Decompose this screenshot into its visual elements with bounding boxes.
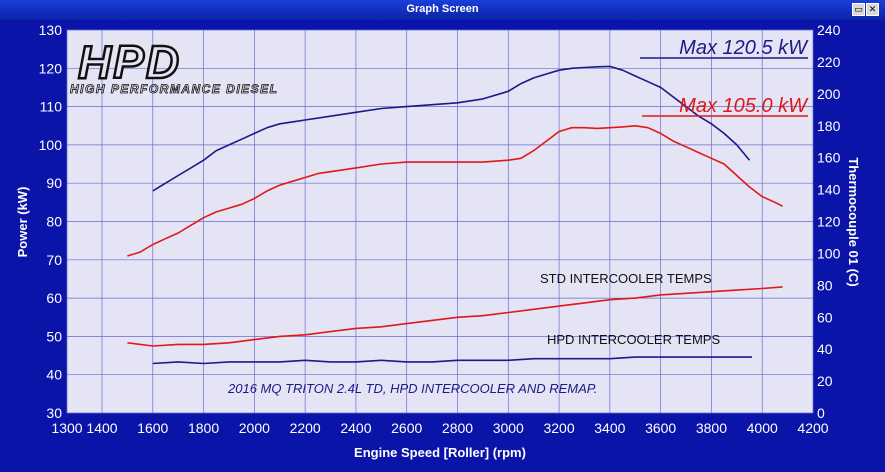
x-tick-label: 2600 <box>391 420 422 436</box>
x-axis-title: Engine Speed [Roller] (rpm) <box>354 445 526 460</box>
x-axis-ticks: 1300 1400 1600 1800 2000 2200 2400 2600 2800 3000… <box>51 420 828 436</box>
std-temps-label: STD INTERCOOLER TEMPS <box>540 271 712 286</box>
hpd-logo: HPD HIGH PERFORMANCE DIESEL <box>70 35 279 97</box>
x-tick-label: 2800 <box>442 420 473 436</box>
hpd-temps-label: HPD INTERCOOLER TEMPS <box>547 332 720 347</box>
y2-tick-label: 100 <box>817 245 841 261</box>
y-tick-label: 130 <box>39 22 63 38</box>
series-hpd-power <box>152 65 751 192</box>
x-tick-label: 2400 <box>340 420 371 436</box>
y-tick-label: 70 <box>46 252 62 268</box>
x-tick-label: 3000 <box>493 420 524 436</box>
x-tick-label: 4000 <box>747 420 778 436</box>
x-tick-label: 1400 <box>86 420 117 436</box>
series-lines <box>127 65 783 365</box>
x-tick-label: 1800 <box>188 420 219 436</box>
y2-tick-label: 180 <box>817 118 841 134</box>
x-tick-label: 3400 <box>594 420 625 436</box>
grid-lines <box>66 29 814 414</box>
graph-chart: 1300 1400 1600 1800 2000 2200 2400 2600 2800 3000… <box>15 22 861 460</box>
y2-tick-label: 200 <box>817 86 841 102</box>
y-tick-label: 110 <box>40 99 63 115</box>
series-std-power <box>127 125 783 257</box>
y2-tick-label: 60 <box>817 309 833 325</box>
x-tick-label: 4200 <box>797 420 828 436</box>
y-axis-title: Power (kW) <box>15 187 30 258</box>
y2-tick-label: 0 <box>817 405 825 421</box>
y2-tick-label: 220 <box>817 54 841 70</box>
y-tick-label: 60 <box>46 290 62 306</box>
y-axis-ticks: 30 40 50 60 70 80 90 100 110 120 130 <box>39 22 63 421</box>
restore-icon[interactable]: ▭ <box>852 3 865 16</box>
series-hpd-temps <box>152 356 753 365</box>
y2-axis-ticks: 0 20 40 60 80 100 120 140 160 180 200 220 240 <box>817 22 841 421</box>
close-icon[interactable]: ✕ <box>866 3 879 16</box>
y2-tick-label: 160 <box>817 150 841 166</box>
chart-caption: 2016 MQ TRITON 2.4L TD, HPD INTERCOOLER … <box>227 381 597 396</box>
title-bar: Graph Screen ▭ ✕ <box>0 0 885 20</box>
x-tick-label: 1600 <box>137 420 168 436</box>
logo-tagline: HIGH PERFORMANCE DIESEL <box>70 82 279 96</box>
x-tick-label: 3600 <box>645 420 676 436</box>
x-tick-label: 1300 <box>51 420 82 436</box>
max-std-label: Max 105.0 kW <box>679 95 809 117</box>
max-hpd-label: Max 120.5 kW <box>679 37 809 59</box>
y2-axis-title: Thermocouple 01 (C) <box>846 157 861 286</box>
window-title: Graph Screen <box>406 3 479 15</box>
y2-tick-label: 120 <box>817 214 841 230</box>
y-tick-label: 100 <box>39 137 63 153</box>
y-tick-label: 80 <box>46 214 62 230</box>
x-tick-label: 2000 <box>239 420 270 436</box>
y2-tick-label: 20 <box>817 373 833 389</box>
y-tick-label: 40 <box>46 367 62 383</box>
y2-tick-label: 40 <box>817 341 833 357</box>
y2-tick-label: 80 <box>817 277 833 293</box>
x-tick-label: 3800 <box>696 420 727 436</box>
y2-tick-label: 240 <box>817 22 841 38</box>
y-tick-label: 90 <box>46 175 62 191</box>
y-tick-label: 120 <box>39 60 63 76</box>
x-tick-label: 2200 <box>290 420 321 436</box>
y-tick-label: 30 <box>46 405 62 421</box>
series-std-temps <box>127 286 783 347</box>
y2-tick-label: 140 <box>817 182 841 198</box>
x-tick-label: 3200 <box>543 420 574 436</box>
logo-mark: HPD <box>78 36 181 88</box>
y-tick-label: 50 <box>46 328 62 344</box>
